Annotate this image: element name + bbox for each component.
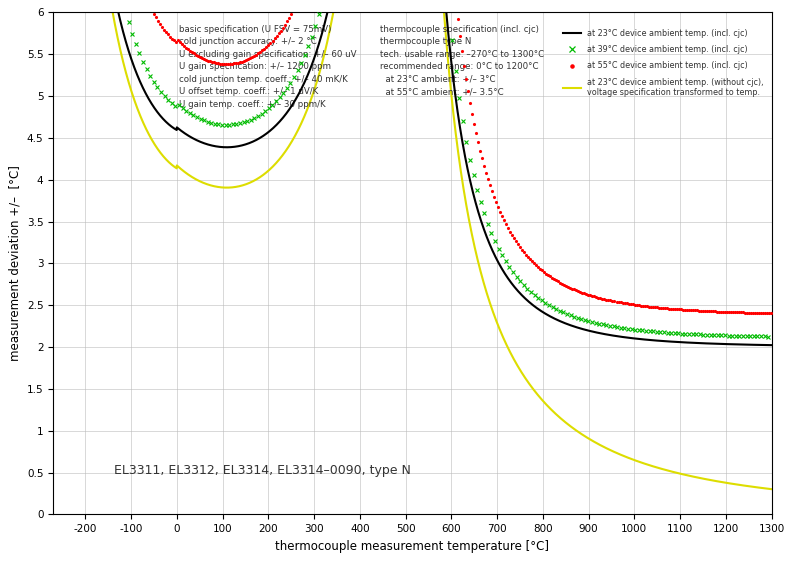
Text: EL3311, EL3312, EL3314, EL3314–0090, type N: EL3311, EL3312, EL3314, EL3314–0090, typ… xyxy=(114,464,411,477)
Y-axis label: measurement deviation +/–  [°C]: measurement deviation +/– [°C] xyxy=(9,165,21,361)
Text: thermocouple specification (incl. cjc)
thermocouple type N
tech. usable range: –: thermocouple specification (incl. cjc) t… xyxy=(380,25,544,96)
Text: basic specification (U FSV = 75mV)
cold junction accuracy: +/– 2 °C
U excluding : basic specification (U FSV = 75mV) cold … xyxy=(179,25,356,109)
Legend: at 23°C device ambient temp. (incl. cjc), at 39°C device ambient temp. (incl. cj: at 23°C device ambient temp. (incl. cjc)… xyxy=(563,29,764,97)
X-axis label: thermocouple measurement temperature [°C]: thermocouple measurement temperature [°C… xyxy=(275,540,550,553)
